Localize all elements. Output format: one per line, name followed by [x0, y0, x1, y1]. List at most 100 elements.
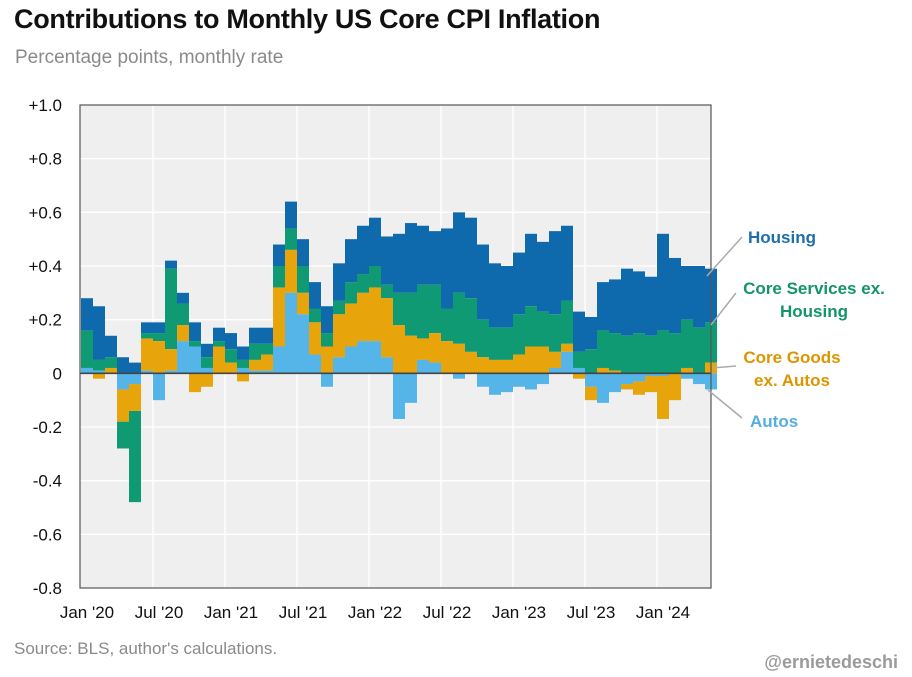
- bar-segment-autos: [297, 314, 309, 374]
- bar-segment-housing: [405, 223, 417, 293]
- bar-segment-autos: [333, 357, 345, 374]
- x-tick-label: Jan '20: [60, 603, 114, 622]
- bar-segment-core-goods-ex-autos: [585, 386, 597, 401]
- bar-segment-core-goods-ex-autos: [237, 373, 249, 382]
- goods-label-line1: Core Goods: [743, 348, 840, 367]
- bar-segment-core-services-ex-housing: [405, 292, 417, 336]
- bar-segment-autos: [309, 354, 321, 374]
- bar-segment-autos: [489, 373, 501, 395]
- services-leader-line: [710, 292, 737, 326]
- bar-segment-core-services-ex-housing: [333, 300, 345, 315]
- bar-segment-core-goods-ex-autos: [261, 354, 273, 371]
- bar-segment-housing: [285, 201, 297, 229]
- y-tick-label: +0.4: [28, 257, 62, 276]
- bar-segment-core-services-ex-housing: [141, 333, 153, 339]
- bar-segment-core-services-ex-housing: [681, 319, 693, 368]
- goods-label-line2: ex. Autos: [754, 371, 830, 390]
- x-tick-label: Jan '23: [492, 603, 546, 622]
- y-tick-label: +1.0: [28, 96, 62, 115]
- bar-segment-core-services-ex-housing: [633, 333, 645, 374]
- y-tick-label: -0.8: [33, 579, 62, 598]
- bar-segment-housing: [561, 225, 573, 301]
- y-tick-label: -0.6: [33, 525, 62, 544]
- services-label-line1: Core Services ex.: [743, 279, 885, 298]
- bar-segment-core-services-ex-housing: [273, 266, 285, 288]
- bar-segment-autos: [345, 346, 357, 374]
- bar-segment-housing: [657, 233, 669, 331]
- bar-segment-core-services-ex-housing: [297, 266, 309, 293]
- y-tick-label: 0: [53, 364, 62, 383]
- bar-segment-autos: [393, 373, 405, 419]
- bar-segment-core-goods-ex-autos: [441, 341, 453, 374]
- bar-segment-core-goods-ex-autos: [477, 357, 489, 374]
- bar-segment-core-goods-ex-autos: [621, 384, 633, 390]
- bar-segment-core-services-ex-housing: [525, 306, 537, 347]
- bar-segment-autos: [273, 346, 285, 374]
- bar-segment-housing: [237, 346, 249, 360]
- bar-segment-core-services-ex-housing: [129, 410, 141, 503]
- bar-segment-autos: [189, 346, 201, 374]
- bar-segment-housing: [669, 257, 681, 334]
- bar-segment-autos: [573, 367, 585, 374]
- bar-segment-core-services-ex-housing: [669, 333, 681, 374]
- bar-segment-housing: [501, 266, 513, 328]
- bar-segment-core-goods-ex-autos: [393, 325, 405, 374]
- bar-segment-autos: [249, 370, 261, 374]
- bar-segment-core-goods-ex-autos: [513, 354, 525, 374]
- bar-segment-housing: [369, 217, 381, 266]
- bar-segment-housing: [345, 239, 357, 283]
- bar-segment-autos: [81, 367, 93, 374]
- bar-segment-autos: [141, 370, 153, 374]
- source-note: Source: BLS, author's calculations.: [14, 639, 278, 658]
- bar-segment-core-goods-ex-autos: [345, 303, 357, 347]
- bar-segment-core-services-ex-housing: [249, 343, 261, 360]
- bar-segment-autos: [561, 351, 573, 374]
- bar-segment-core-goods-ex-autos: [489, 359, 501, 374]
- y-tick-label: +0.2: [28, 311, 62, 330]
- bar-segment-autos: [477, 373, 489, 387]
- y-tick-label: +0.6: [28, 203, 62, 222]
- bar-segment-core-goods-ex-autos: [537, 346, 549, 374]
- bar-segment-autos: [633, 373, 645, 382]
- bar-segment-core-services-ex-housing: [165, 268, 177, 350]
- bar-segment-housing: [549, 231, 561, 315]
- housing-label: Housing: [748, 228, 816, 247]
- bar-segment-autos: [321, 373, 333, 387]
- bar-segment-housing: [309, 282, 321, 309]
- bar-segment-core-services-ex-housing: [573, 351, 585, 368]
- bar-segment-housing: [177, 292, 189, 304]
- bar-segment-housing: [81, 298, 93, 331]
- bar-segment-core-goods-ex-autos: [153, 341, 165, 374]
- bar-segment-housing: [153, 322, 165, 334]
- bar-segment-housing: [381, 236, 393, 285]
- bar-segment-housing: [537, 241, 549, 312]
- bar-segment-core-goods-ex-autos: [213, 346, 225, 374]
- bar-segment-autos: [261, 370, 273, 374]
- x-tick-label: Jul '23: [567, 603, 616, 622]
- bar-segment-housing: [489, 263, 501, 328]
- bar-segment-autos: [153, 373, 165, 401]
- bar-segment-housing: [273, 244, 285, 266]
- bar-segment-core-goods-ex-autos: [633, 381, 645, 395]
- bar-segment-core-goods-ex-autos: [381, 298, 393, 358]
- bar-segment-core-goods-ex-autos: [297, 292, 309, 315]
- bar-segment-core-goods-ex-autos: [405, 335, 417, 374]
- bar-segment-core-services-ex-housing: [621, 335, 633, 374]
- bar-segment-housing: [573, 311, 585, 352]
- bar-segment-core-services-ex-housing: [417, 284, 429, 339]
- bar-segment-core-services-ex-housing: [513, 314, 525, 355]
- bar-segment-housing: [465, 217, 477, 299]
- bar-segment-core-goods-ex-autos: [105, 367, 117, 374]
- bar-segment-autos: [369, 341, 381, 374]
- series-labels: Housing Core Services ex. Housing Core G…: [706, 228, 885, 431]
- bar-segment-autos: [417, 359, 429, 374]
- bars-group: [80, 201, 717, 503]
- bar-segment-housing: [513, 252, 525, 315]
- bar-segment-core-services-ex-housing: [561, 300, 573, 344]
- bar-segment-core-services-ex-housing: [441, 308, 453, 342]
- bar-segment-core-services-ex-housing: [429, 284, 441, 334]
- plot-frame: [79, 104, 712, 589]
- bar-segment-housing: [141, 322, 153, 334]
- bar-segment-core-services-ex-housing: [657, 330, 669, 374]
- bar-segment-core-goods-ex-autos: [93, 373, 105, 379]
